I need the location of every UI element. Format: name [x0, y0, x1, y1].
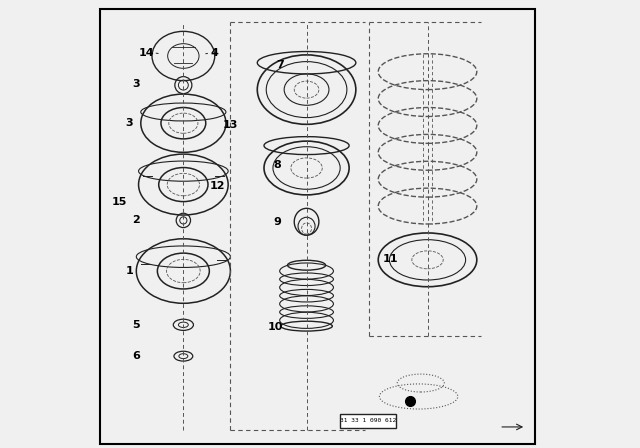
- Text: 4: 4: [211, 48, 219, 58]
- Text: 13: 13: [223, 121, 238, 130]
- Text: 1: 1: [125, 266, 134, 276]
- Bar: [340, 414, 396, 428]
- Text: 7: 7: [276, 60, 284, 70]
- Text: 2: 2: [132, 215, 140, 225]
- Text: 8: 8: [273, 160, 282, 170]
- Text: 31 33 1 090 612: 31 33 1 090 612: [340, 418, 396, 423]
- Text: 15: 15: [111, 197, 127, 207]
- Text: 3: 3: [132, 79, 140, 89]
- Text: 10: 10: [268, 322, 283, 332]
- Text: 5: 5: [132, 320, 140, 330]
- Text: 9: 9: [273, 217, 282, 227]
- Text: 3: 3: [126, 118, 133, 128]
- Text: 14: 14: [138, 48, 154, 58]
- Text: 12: 12: [209, 181, 225, 191]
- Text: 6: 6: [132, 351, 140, 361]
- Text: 11: 11: [383, 254, 399, 264]
